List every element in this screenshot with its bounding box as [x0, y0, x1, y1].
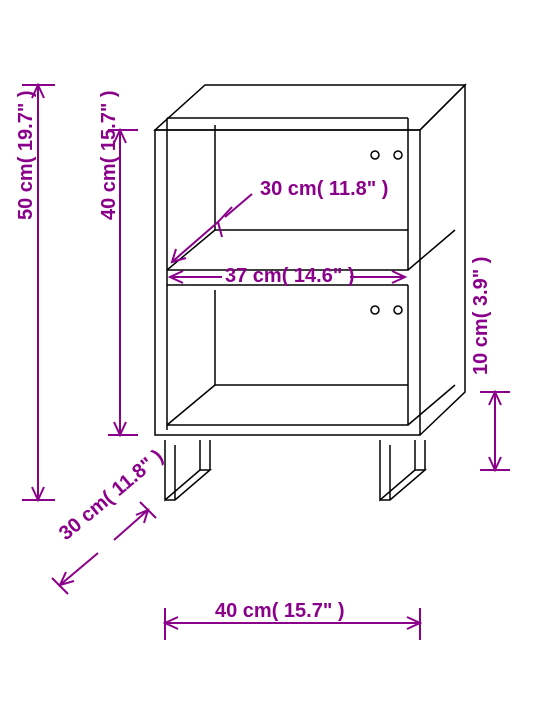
label-width-bottom-40: 40 cm( 15.7" ): [215, 600, 345, 623]
label-height-10: 10 cm( 3.9" ): [470, 257, 493, 375]
label-width-37: 37 cm( 14.6" ): [225, 265, 355, 288]
label-depth-30: 30 cm( 11.8" ): [260, 178, 388, 201]
label-height-50: 50 cm( 19.7" ): [15, 90, 38, 220]
label-height-40: 40 cm( 15.7" ): [98, 90, 121, 220]
technical-diagram: 50 cm( 19.7" ) 40 cm( 15.7" ) 30 cm( 11.…: [0, 0, 540, 720]
